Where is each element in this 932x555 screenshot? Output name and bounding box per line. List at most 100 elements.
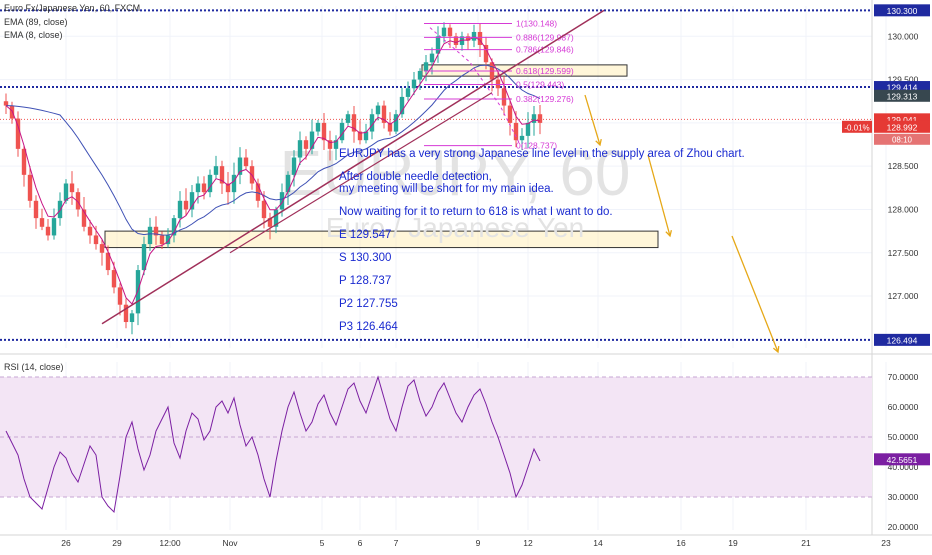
candle-body: [69, 183, 75, 193]
time-tick-label: 14: [593, 538, 603, 548]
rsi-pane: 70.0000 60.0000 50.0000 40.0000 30.0000 20.00…: [0, 372, 930, 532]
time-tick-label: 12: [523, 538, 533, 548]
fib-level-label: 0.886(129.987): [516, 32, 574, 42]
projection-arrowhead: [595, 138, 602, 147]
fib-layer: 1(130.148) 0.886(129.987) 0.786(129.846) 0.…: [424, 18, 574, 151]
candle-body: [363, 131, 369, 141]
candle-body: [483, 44, 489, 63]
rsi-tick-label: 30.0000: [888, 492, 919, 502]
candle-body: [27, 174, 33, 201]
candle-body: [81, 209, 87, 227]
candle-body: [435, 36, 441, 54]
candle-body: [411, 79, 417, 89]
candle-body: [75, 192, 81, 210]
candle-body: [525, 122, 531, 136]
price-badge: [874, 89, 930, 102]
watermark-name: Euro / Japanese Yen: [326, 212, 584, 243]
projection-arrow: [731, 235, 779, 353]
candle-body: [183, 200, 189, 210]
ema-layer: [5, 36, 541, 305]
candle-body: [3, 101, 9, 106]
candle-body: [345, 114, 351, 123]
candle-body: [165, 235, 171, 245]
candle-body: [393, 114, 399, 132]
projection-arrowhead: [772, 345, 780, 354]
candle-body: [327, 140, 333, 149]
candle-body: [321, 122, 327, 141]
candle-body: [261, 200, 267, 219]
fib-level-label: 0.786(129.846): [516, 45, 574, 55]
note-target-2: P2 127.755: [339, 298, 398, 310]
candle-body: [357, 131, 363, 141]
projection-arrow: [647, 154, 671, 237]
candle-body: [231, 174, 237, 193]
legend-symbol[interactable]: Euro Fx/Japanese Yen, 60, FXCM: [4, 3, 141, 13]
candle-body: [153, 226, 159, 236]
candle-body: [387, 122, 393, 132]
candle-body: [465, 36, 471, 41]
candle-body: [87, 226, 93, 236]
candle-body: [33, 200, 39, 219]
candle-body: [399, 96, 405, 115]
note-line-2: After double needle detection,: [339, 171, 492, 183]
trendline: [101, 9, 605, 325]
candle-body: [93, 235, 99, 245]
price-tick-label: 128.000: [888, 204, 919, 214]
candle-body: [105, 252, 111, 271]
rsi-tick-label: 70.0000: [888, 372, 919, 382]
candle-body: [375, 105, 381, 115]
candle-body: [15, 118, 21, 149]
candle-body: [135, 270, 141, 314]
candles-layer: [3, 22, 543, 335]
candle-body: [225, 183, 231, 193]
countdown: 08:10: [892, 135, 913, 144]
candle-body: [177, 200, 183, 219]
candle-body: [63, 183, 69, 201]
price-tick-label: 129.500: [888, 75, 919, 85]
candle-body: [507, 105, 513, 123]
time-tick-label: 23: [881, 538, 891, 548]
time-tick-label: 7: [394, 538, 399, 548]
projection-arrowhead: [665, 230, 673, 238]
candle-body: [423, 62, 429, 71]
rsi-line: [5, 375, 541, 514]
candle-body: [333, 140, 339, 149]
legend-ema8[interactable]: EMA (8, close): [4, 30, 63, 40]
candle-body: [351, 114, 357, 132]
candle-body: [147, 226, 153, 245]
candle-body: [111, 270, 117, 288]
candle-body: [207, 174, 213, 193]
candle-body: [273, 209, 279, 227]
candle-body: [495, 79, 501, 89]
candle-body: [171, 218, 177, 236]
fib-level-label: 0.382(129.276): [516, 94, 574, 104]
rsi-tick-label: 60.0000: [888, 402, 919, 412]
candle-body: [441, 27, 447, 37]
countdown-badge: [874, 133, 930, 145]
candle-body: [429, 53, 435, 63]
price-badge-label: 129.041: [887, 115, 918, 125]
rsi-current-badge: [874, 453, 930, 466]
supply-zone: [421, 64, 628, 77]
rsi-tick-label: 40.0000: [888, 462, 919, 472]
time-tick-label: 6: [358, 538, 363, 548]
time-axis: 26 29 12:00 Nov 5 6 7 9 12 14 16 19 21 23: [61, 538, 891, 548]
change-percent: -0.01%: [844, 123, 869, 132]
price-badge-label: 128.992: [887, 122, 918, 132]
legend-ema89[interactable]: EMA (89, close): [4, 17, 68, 27]
candle-body: [189, 192, 195, 210]
candle-body: [195, 183, 201, 193]
fib-level-label: 0.5(129.443): [516, 80, 564, 90]
legend-rsi[interactable]: RSI (14, close): [4, 362, 64, 372]
rsi-current-value: 42.5651: [887, 455, 918, 465]
candle-body: [99, 244, 105, 253]
price-tick-label: 127.000: [888, 291, 919, 301]
candle-body: [471, 31, 477, 41]
time-tick-label: Nov: [222, 538, 238, 548]
candle-body: [267, 218, 273, 227]
note-line-4: Now waiting for it to return to 618 is w…: [339, 206, 613, 218]
candle-body: [447, 27, 453, 37]
candle-body: [405, 88, 411, 97]
